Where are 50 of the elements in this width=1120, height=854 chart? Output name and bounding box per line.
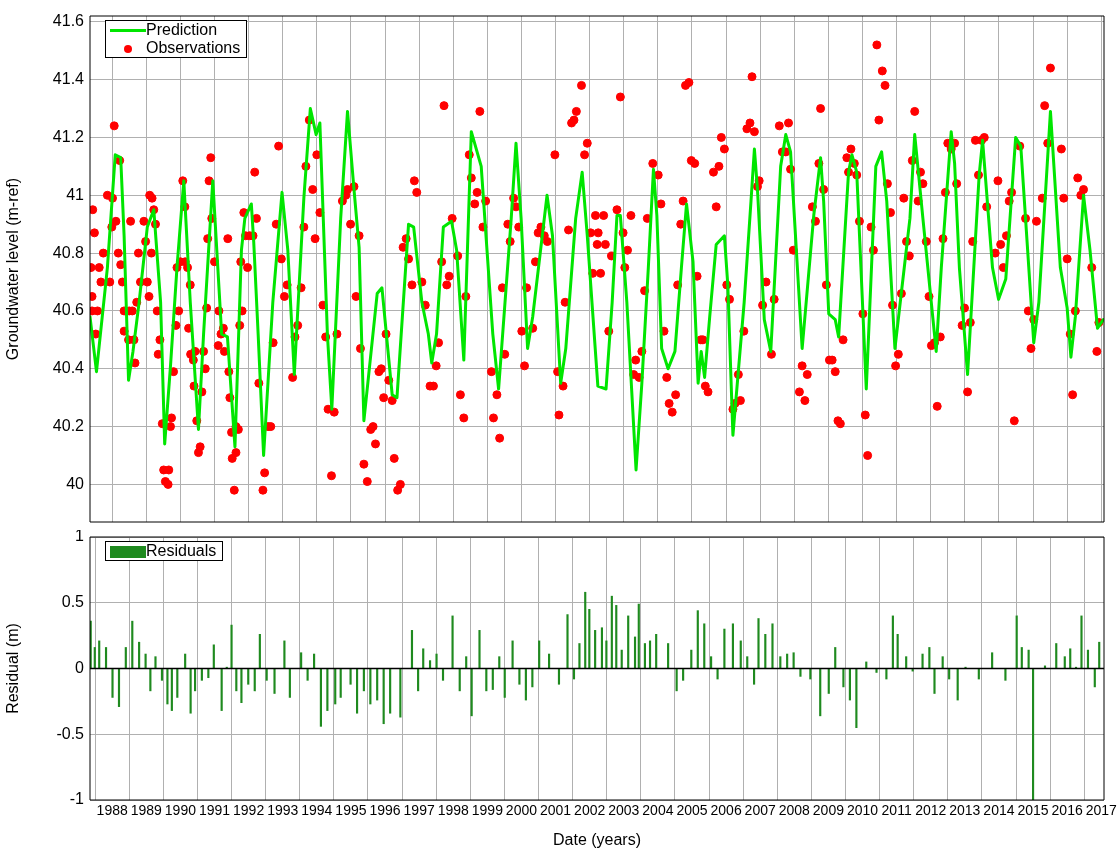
x-tick-label: 1999 xyxy=(471,802,504,819)
y-tick-label: 41.2 xyxy=(52,127,85,145)
x-tick-label: 2004 xyxy=(642,802,674,819)
legend-label: Observations xyxy=(146,39,241,56)
x-tick-label: 1988 xyxy=(96,802,128,819)
y-tick-label: 1 xyxy=(75,527,85,545)
x-tick-label: 2008 xyxy=(778,802,811,819)
legend-label: Residuals xyxy=(146,542,217,559)
x-tick-label: 1991 xyxy=(198,802,231,819)
legend-label: Prediction xyxy=(146,21,218,38)
y-tick-label: 0 xyxy=(75,658,85,676)
y-axis-title: Residual (m) xyxy=(4,623,22,714)
x-tick-label: 2016 xyxy=(1051,802,1083,819)
y-tick-label: 41.4 xyxy=(52,70,85,88)
y-tick-label: 40.6 xyxy=(52,301,85,319)
y-tick-label: 40.8 xyxy=(52,243,85,261)
x-tick-label: 1992 xyxy=(233,802,265,819)
x-tick-label: 1995 xyxy=(335,802,367,819)
x-tick-label: 1994 xyxy=(301,802,333,819)
y-tick-label: 40 xyxy=(66,474,85,492)
x-tick-label: 2001 xyxy=(539,802,572,819)
x-tick-label: 1998 xyxy=(437,802,470,819)
y-tick-label: 41 xyxy=(66,185,85,203)
x-tick-label: 1989 xyxy=(130,802,163,819)
x-tick-label: 1997 xyxy=(403,802,435,819)
x-tick-label: 2011 xyxy=(881,802,912,819)
x-axis-title: Date (years) xyxy=(552,830,642,848)
x-tick-label: 2005 xyxy=(676,802,708,819)
y-tick-label: 40.4 xyxy=(52,359,85,377)
y-tick-label: -1 xyxy=(69,790,85,808)
y-tick-label: 0.5 xyxy=(61,593,85,611)
y-tick-label: 41.6 xyxy=(52,12,85,30)
y-axis-title: Groundwater level (m-ref) xyxy=(4,177,22,361)
x-tick-label: 2007 xyxy=(744,802,776,819)
x-tick-label: 2003 xyxy=(608,802,640,819)
x-tick-label: 2017 xyxy=(1085,802,1118,819)
x-tick-label: 1990 xyxy=(164,802,197,819)
x-tick-label: 2012 xyxy=(915,802,947,819)
y-tick-label: 40.2 xyxy=(52,416,85,434)
y-tick-label: -0.5 xyxy=(56,724,85,742)
x-tick-label: 1993 xyxy=(267,802,299,819)
x-tick-label: 2010 xyxy=(846,802,879,819)
x-tick-label: 2015 xyxy=(1017,802,1049,819)
x-tick-label: 1996 xyxy=(369,802,401,819)
x-tick-label: 2002 xyxy=(574,802,606,819)
x-tick-label: 2000 xyxy=(505,802,538,819)
x-tick-label: 2006 xyxy=(710,802,742,819)
x-tick-label: 2013 xyxy=(949,802,981,819)
x-tick-label: 2014 xyxy=(983,802,1015,819)
x-tick-label: 2009 xyxy=(812,802,845,819)
